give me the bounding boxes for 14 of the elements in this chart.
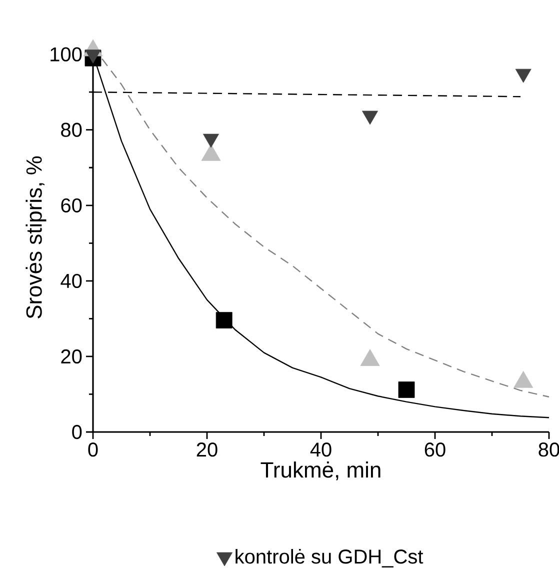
y-axis-title: Srovės stipris, % bbox=[26, 156, 46, 318]
x-tick-label: 20 bbox=[196, 442, 218, 457]
x-axis-title: Trukmė, min bbox=[260, 462, 380, 480]
legend-label: kontrolė su GDH_Cst bbox=[236, 549, 424, 568]
x-tick-label: 0 bbox=[88, 442, 98, 457]
y-tick-label: 40 bbox=[60, 274, 82, 288]
x-tick-label: 80 bbox=[538, 442, 559, 457]
y-tick-label: 60 bbox=[61, 198, 82, 212]
y-tick-label: 20 bbox=[61, 349, 82, 364]
y-tick-label: 100 bbox=[50, 47, 82, 62]
x-tick-label: 60 bbox=[424, 442, 446, 457]
y-tick-label: 0 bbox=[72, 424, 82, 440]
y-tick-label: 80 bbox=[61, 122, 82, 137]
x-tick-label: 40 bbox=[310, 442, 332, 457]
